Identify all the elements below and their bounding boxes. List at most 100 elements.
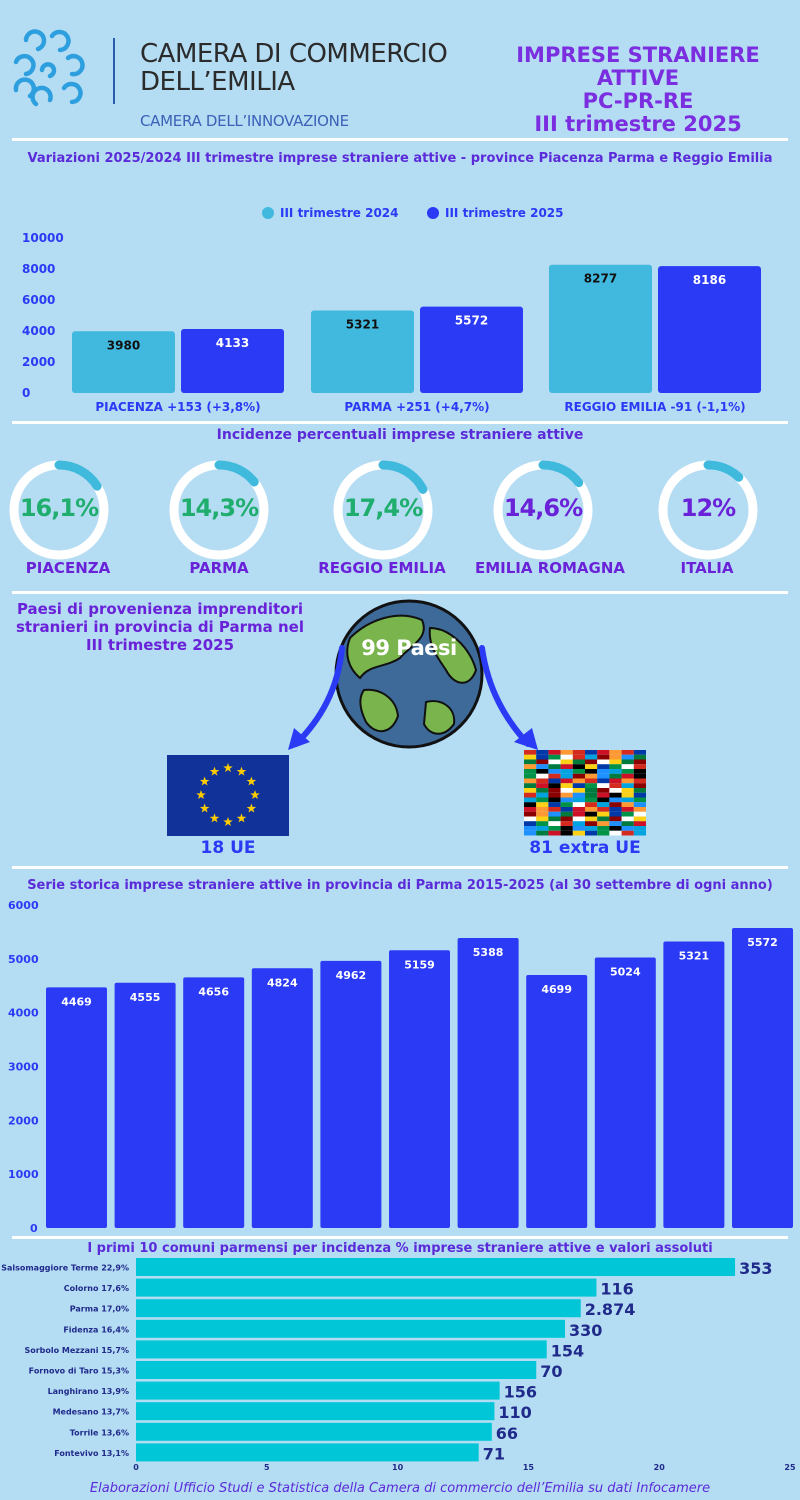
flag-stripe <box>633 773 646 779</box>
flag-stripe <box>585 811 598 817</box>
bar <box>136 1258 736 1276</box>
flag-stripe <box>597 754 610 760</box>
flag-stripe <box>621 759 634 765</box>
title-line: ATTIVE <box>596 66 680 90</box>
flag-stripe <box>572 754 585 760</box>
bar <box>420 306 523 393</box>
flag-stripe <box>597 792 610 798</box>
historical-series-chart: 0 1000 2000 3000 4000 5000 6000 4469 4555 4656 482… <box>8 899 793 1235</box>
x-tick-label: 25 <box>784 1463 796 1472</box>
flag-stripe <box>609 830 622 836</box>
flag-stripe <box>524 792 537 798</box>
flag-stripe <box>524 764 537 769</box>
bar <box>136 1443 479 1462</box>
flag-stripe <box>609 769 622 774</box>
flag-stripe <box>572 802 585 807</box>
x-tick-label: 15 <box>523 1463 535 1472</box>
bar <box>549 264 652 393</box>
flag-stripe <box>572 811 585 817</box>
flag-stripe <box>633 783 646 788</box>
incidence-area-label: PARMA <box>189 559 249 577</box>
flag-stripe <box>621 783 634 788</box>
flag-stripe <box>621 811 634 817</box>
bar-value-label: 4555 <box>130 991 161 1004</box>
flag-stripe <box>548 764 561 769</box>
province-comparison-chart: III trimestre 2024 III trimestre 2025 0 200… <box>22 206 761 414</box>
flag-stripe <box>597 759 610 765</box>
flag-stripe <box>536 759 549 765</box>
flag-stripe <box>572 792 585 798</box>
bar <box>663 941 725 1228</box>
title-line: PC-PR-RE <box>582 89 694 113</box>
star-icon <box>209 766 220 776</box>
eu-flag-icon <box>167 755 289 836</box>
flag-stripe <box>536 821 549 826</box>
flag-stripe <box>572 783 585 788</box>
org-name: CAMERA DI COMMERCIO DELL’EMILIA CAMERA D… <box>140 40 448 130</box>
flag-stripe <box>572 816 585 822</box>
flag-stripe <box>609 811 622 817</box>
bar <box>136 1299 581 1318</box>
divider <box>12 591 788 594</box>
flag-stripe <box>560 816 573 822</box>
flag-stripe <box>548 750 561 755</box>
flag-stripe <box>621 764 634 769</box>
x-tick-label: 5 <box>264 1463 270 1472</box>
incidence-value: 17,4% <box>343 494 423 522</box>
y-tick-label: 6000 <box>8 899 39 912</box>
flag-stripe <box>597 830 610 836</box>
incidence-area-label: PIACENZA <box>25 559 111 577</box>
flag-stripe <box>560 830 573 836</box>
bar <box>526 975 588 1228</box>
flag-stripe <box>585 830 598 836</box>
bar-value-label: 4133 <box>216 336 249 350</box>
flag-stripe <box>560 783 573 788</box>
star-icon <box>246 776 257 786</box>
flag-stripe <box>572 750 585 755</box>
flag-stripe <box>572 807 585 812</box>
flag-stripe <box>524 826 537 831</box>
flag-stripe <box>609 797 622 803</box>
ring-progress <box>378 460 428 494</box>
flag-stripe <box>609 750 622 755</box>
legend-label: III trimestre 2025 <box>445 206 564 220</box>
flag-stripe <box>536 778 549 784</box>
flag-stripe <box>560 797 573 803</box>
flag-stripe <box>621 821 634 826</box>
flag-stripe <box>585 802 598 807</box>
section1-title: Variazioni 2025/2024 III trimestre impre… <box>27 151 773 166</box>
flag-stripe <box>536 754 549 760</box>
section5-title: I primi 10 comuni parmensi per incidenza… <box>87 1241 713 1256</box>
incidence-value: 16,1% <box>19 494 99 522</box>
incidence-area-label: REGGIO EMILIA <box>318 559 446 577</box>
flag-stripe <box>560 769 573 774</box>
star-icon <box>236 813 247 823</box>
bar-value-label: 5388 <box>473 946 504 959</box>
bar-value-label: 2.874 <box>585 1300 636 1319</box>
legend-label: III trimestre 2024 <box>280 206 399 220</box>
bar-value-label: 110 <box>498 1403 531 1422</box>
flag-stripe <box>536 830 549 836</box>
bar-value-label: 4469 <box>61 995 92 1008</box>
bar <box>72 331 175 393</box>
flag-stripe <box>560 792 573 798</box>
flag-stripe <box>548 792 561 798</box>
bar <box>183 977 245 1228</box>
flag-stripe <box>585 773 598 779</box>
bar <box>457 937 519 1228</box>
flag-stripe <box>633 750 646 755</box>
flag-stripe <box>524 788 537 793</box>
ring-progress <box>214 460 259 487</box>
bar-value-label: 70 <box>540 1362 562 1381</box>
flag-stripe <box>609 764 622 769</box>
flag-stripe <box>572 778 585 784</box>
eu-count-label: 18 UE <box>200 838 256 858</box>
bar-value-label: 5321 <box>346 318 379 332</box>
bar <box>136 1278 597 1297</box>
flag-stripe <box>597 826 610 831</box>
star-icon <box>199 803 210 813</box>
flag-stripe <box>597 764 610 769</box>
flag-stripe <box>560 759 573 765</box>
flag-stripe <box>524 807 537 812</box>
flag-stripe <box>585 788 598 793</box>
